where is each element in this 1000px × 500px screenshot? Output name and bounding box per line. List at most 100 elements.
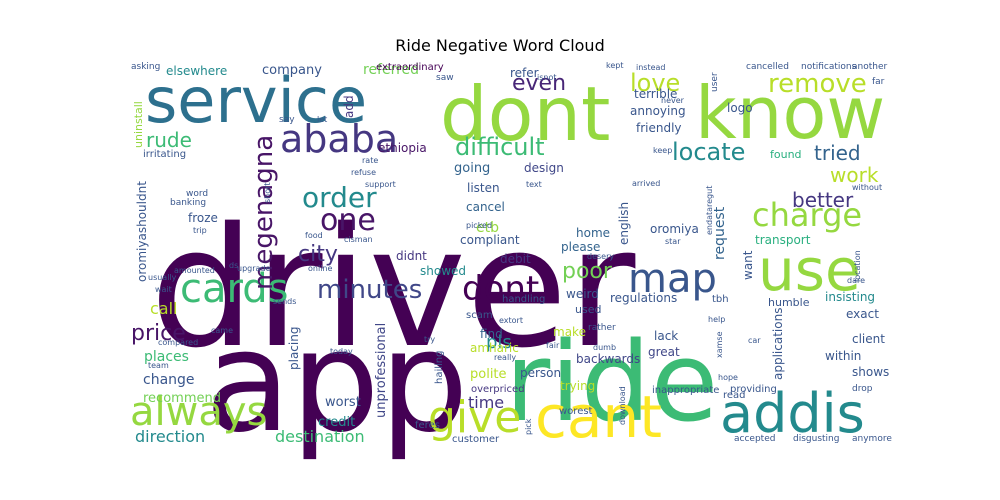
word-exact: exact	[846, 307, 879, 321]
word-endataregut: endataregut	[705, 186, 714, 235]
word-fair: fair	[546, 341, 560, 350]
word-city: city	[298, 242, 338, 267]
word-without: without	[852, 183, 882, 192]
word-order: order	[302, 181, 377, 214]
word-recommend: recommend	[143, 391, 221, 406]
word-scam: scam	[466, 310, 493, 321]
cloud-background	[125, 60, 875, 450]
word-compared: compared	[158, 338, 198, 347]
word-pls: pls	[486, 332, 512, 353]
word-worest: worest	[559, 406, 593, 417]
word-credit: credit	[318, 415, 355, 430]
word-sends: sends	[273, 297, 296, 306]
word-location: location	[853, 250, 862, 282]
word-trying: trying	[560, 379, 595, 393]
word-always: always	[130, 389, 267, 435]
word-dare: dare	[847, 276, 865, 285]
word-tried: tried	[814, 141, 861, 165]
word-difficult: difficult	[455, 133, 545, 161]
word-froze: froze	[188, 211, 218, 225]
word-going: going	[454, 161, 490, 176]
word-oromiya: oromiya	[650, 222, 699, 236]
word-remove: remove	[768, 69, 867, 99]
word-lack: lack	[654, 329, 678, 343]
word-kept: kept	[606, 61, 623, 70]
word-better: better	[792, 188, 854, 212]
word-refuse: refuse	[351, 168, 376, 177]
word-find: find	[480, 327, 503, 341]
word-instead: instead	[636, 63, 666, 72]
word-xamse: xamse	[715, 331, 724, 358]
word-polite: polite	[470, 367, 507, 382]
word-transport: transport	[755, 233, 811, 247]
word-english: english	[617, 202, 631, 245]
word-humble: humble	[768, 296, 810, 309]
word-help: help	[708, 315, 725, 324]
word-cisman: cisman	[344, 235, 373, 244]
word-one: one	[320, 203, 376, 238]
word-disgusting: disgusting	[793, 434, 839, 444]
word-debit: debit	[500, 252, 531, 266]
word-logo: logo	[727, 101, 753, 115]
word-irritating: irritating	[143, 149, 186, 160]
word-customer: customer	[452, 434, 500, 445]
word-cancelled: cancelled	[746, 62, 789, 72]
word-ababa: ababa	[280, 117, 398, 161]
word-charge: charge	[752, 196, 862, 234]
word-inappropriate: inappropriate	[652, 385, 719, 396]
word-unprofessional: unprofessional	[374, 323, 389, 418]
word-change: change	[143, 372, 195, 388]
word-terrible: terrible	[634, 87, 677, 101]
word-service: service	[145, 64, 367, 137]
word-destination: destination	[275, 427, 365, 446]
word-arrived: arrived	[632, 179, 660, 188]
word-client: client	[852, 332, 885, 346]
word-company: company	[262, 63, 322, 78]
word-know: know	[695, 71, 885, 155]
word-notifications: notifications	[801, 62, 857, 72]
word-saw: saw	[436, 73, 454, 83]
word-hailing: hailing	[434, 351, 445, 385]
word-user: user	[710, 72, 720, 92]
word-today: today	[330, 347, 353, 356]
word-dont: dont	[462, 269, 539, 309]
word-ride: ride	[505, 318, 718, 446]
word-make: make	[553, 325, 586, 339]
word-online: online	[308, 264, 332, 273]
word-read: read	[723, 390, 746, 401]
word-even: even	[512, 71, 566, 96]
word-cards: cards	[180, 266, 288, 312]
word-pick: pick	[524, 418, 533, 435]
word-direction: direction	[135, 427, 205, 446]
word-handling: handling	[502, 294, 545, 305]
word-poor: poor	[562, 259, 613, 284]
word-anymore: anymore	[852, 434, 892, 444]
word-request: request	[712, 206, 728, 260]
word-really: really	[494, 353, 516, 362]
word-cancel: cancel	[466, 200, 505, 214]
word-work: work	[830, 163, 879, 187]
word-worst: worst	[325, 395, 361, 410]
word-dumb: dumb	[593, 343, 616, 352]
word-food: food	[305, 231, 323, 240]
word-amounted: amounted	[174, 266, 215, 275]
word-use: use	[758, 236, 861, 304]
word-backwards: backwards	[576, 352, 640, 366]
word-design: design	[524, 161, 564, 175]
word-wait: wait	[155, 285, 172, 294]
word-elsewhere: elsewhere	[166, 64, 227, 78]
word-megenagna: megenagna	[249, 135, 279, 290]
word-download: download	[618, 386, 627, 425]
word-etb: etb	[476, 220, 499, 236]
word-cant: cant	[535, 383, 662, 451]
word-refer: refer	[510, 66, 539, 80]
word-let: let	[317, 115, 327, 124]
word-give: give	[428, 392, 521, 443]
word-didnt: didnt	[396, 249, 427, 263]
word-used: used	[575, 303, 601, 316]
word-word: word	[186, 189, 208, 199]
word-asking: asking	[131, 62, 160, 72]
word-rude: rude	[146, 128, 192, 152]
word-another: another	[852, 62, 887, 72]
